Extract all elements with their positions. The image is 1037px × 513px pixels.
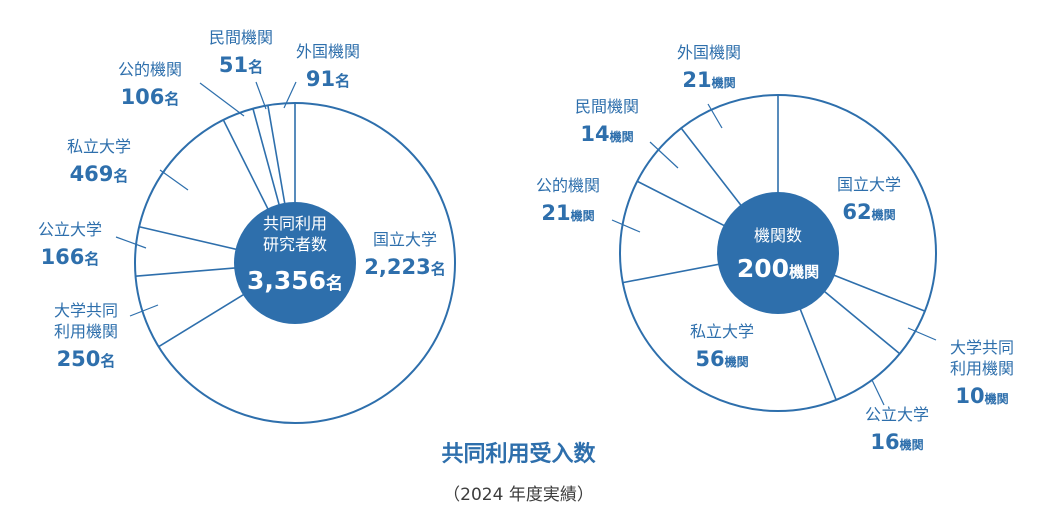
slice-label-4: 私立大学 469名 <box>67 137 189 191</box>
slice-name: 外国機関 <box>296 42 360 61</box>
slice-value: 16機関 <box>870 430 923 454</box>
leader-line <box>115 236 147 249</box>
donut-center <box>234 202 356 324</box>
slice-name: 公的機関 <box>118 60 182 79</box>
slice-name: 公的機関 <box>536 176 600 195</box>
slice-value: 91名 <box>306 67 350 91</box>
slice-label-4: 私立大学 56機関 <box>690 322 754 371</box>
leader-line <box>871 379 885 406</box>
slice-value: 106名 <box>121 85 180 109</box>
leader-line <box>907 327 937 341</box>
slice-name: 利用機関 <box>54 322 118 341</box>
slice-value: 62機関 <box>842 200 895 224</box>
slice-name: 私立大学 <box>67 137 131 156</box>
slice-name: 国立大学 <box>837 175 901 194</box>
slice-name: 私立大学 <box>690 322 754 341</box>
center-label-line: 共同利用 <box>263 214 327 233</box>
slice-value: 166名 <box>41 245 100 269</box>
slice-name: 民間機関 <box>209 28 273 47</box>
slice-value: 469名 <box>70 162 129 186</box>
center-label: 機関数 <box>754 226 802 245</box>
slice-name: 公立大学 <box>38 220 102 239</box>
slice-value: 56機関 <box>695 347 748 371</box>
slice-value: 10機関 <box>955 384 1008 408</box>
slice-label-7: 外国機関 91名 <box>283 42 360 109</box>
slice-value: 51名 <box>219 53 263 77</box>
slice-label-5: 公的機関 21機関 <box>536 176 641 233</box>
leader-line <box>649 141 679 169</box>
center-label-line: 研究者数 <box>263 235 327 254</box>
slice-value: 14機関 <box>580 122 633 146</box>
leader-line <box>199 82 245 117</box>
leader-line <box>129 304 159 317</box>
leader-line <box>283 81 297 109</box>
leader-line <box>159 169 189 191</box>
leader-line <box>611 219 641 233</box>
slice-name: 利用機関 <box>950 359 1014 378</box>
slice-value: 21機関 <box>541 201 594 225</box>
slice-label-3: 公立大学 166名 <box>38 220 147 269</box>
slice-name: 国立大学 <box>373 230 437 249</box>
slice-label-5: 公的機関 106名 <box>118 60 245 117</box>
slice-label-6: 民間機関 14機関 <box>575 97 679 169</box>
chart-subtitle: （2024 年度実績） <box>443 485 594 505</box>
slice-value: 2,223名 <box>364 255 445 279</box>
slice-label-1: 国立大学 2,223名 <box>364 230 445 279</box>
center-value: 3,356名 <box>247 266 343 295</box>
slice-label-6: 民間機関 51名 <box>209 28 273 110</box>
leader-line <box>707 103 723 129</box>
donut-center <box>717 192 839 314</box>
slice-label-7: 外国機関 21機関 <box>677 43 741 129</box>
slice-name: 大学共同 <box>950 338 1014 357</box>
slice-name: 大学共同 <box>54 301 118 320</box>
center-value: 200機関 <box>737 254 819 283</box>
leader-line <box>255 81 267 110</box>
slice-name: 外国機関 <box>677 43 741 62</box>
chart-title: 共同利用受入数 <box>441 442 596 467</box>
slice-value: 250名 <box>57 347 116 371</box>
slice-name: 公立大学 <box>865 405 929 424</box>
slice-value: 21機関 <box>682 68 735 92</box>
slice-name: 民間機関 <box>575 97 639 116</box>
slice-label-1: 国立大学 62機関 <box>837 175 901 224</box>
slice-label-3: 公立大学 16機関 <box>865 379 929 454</box>
